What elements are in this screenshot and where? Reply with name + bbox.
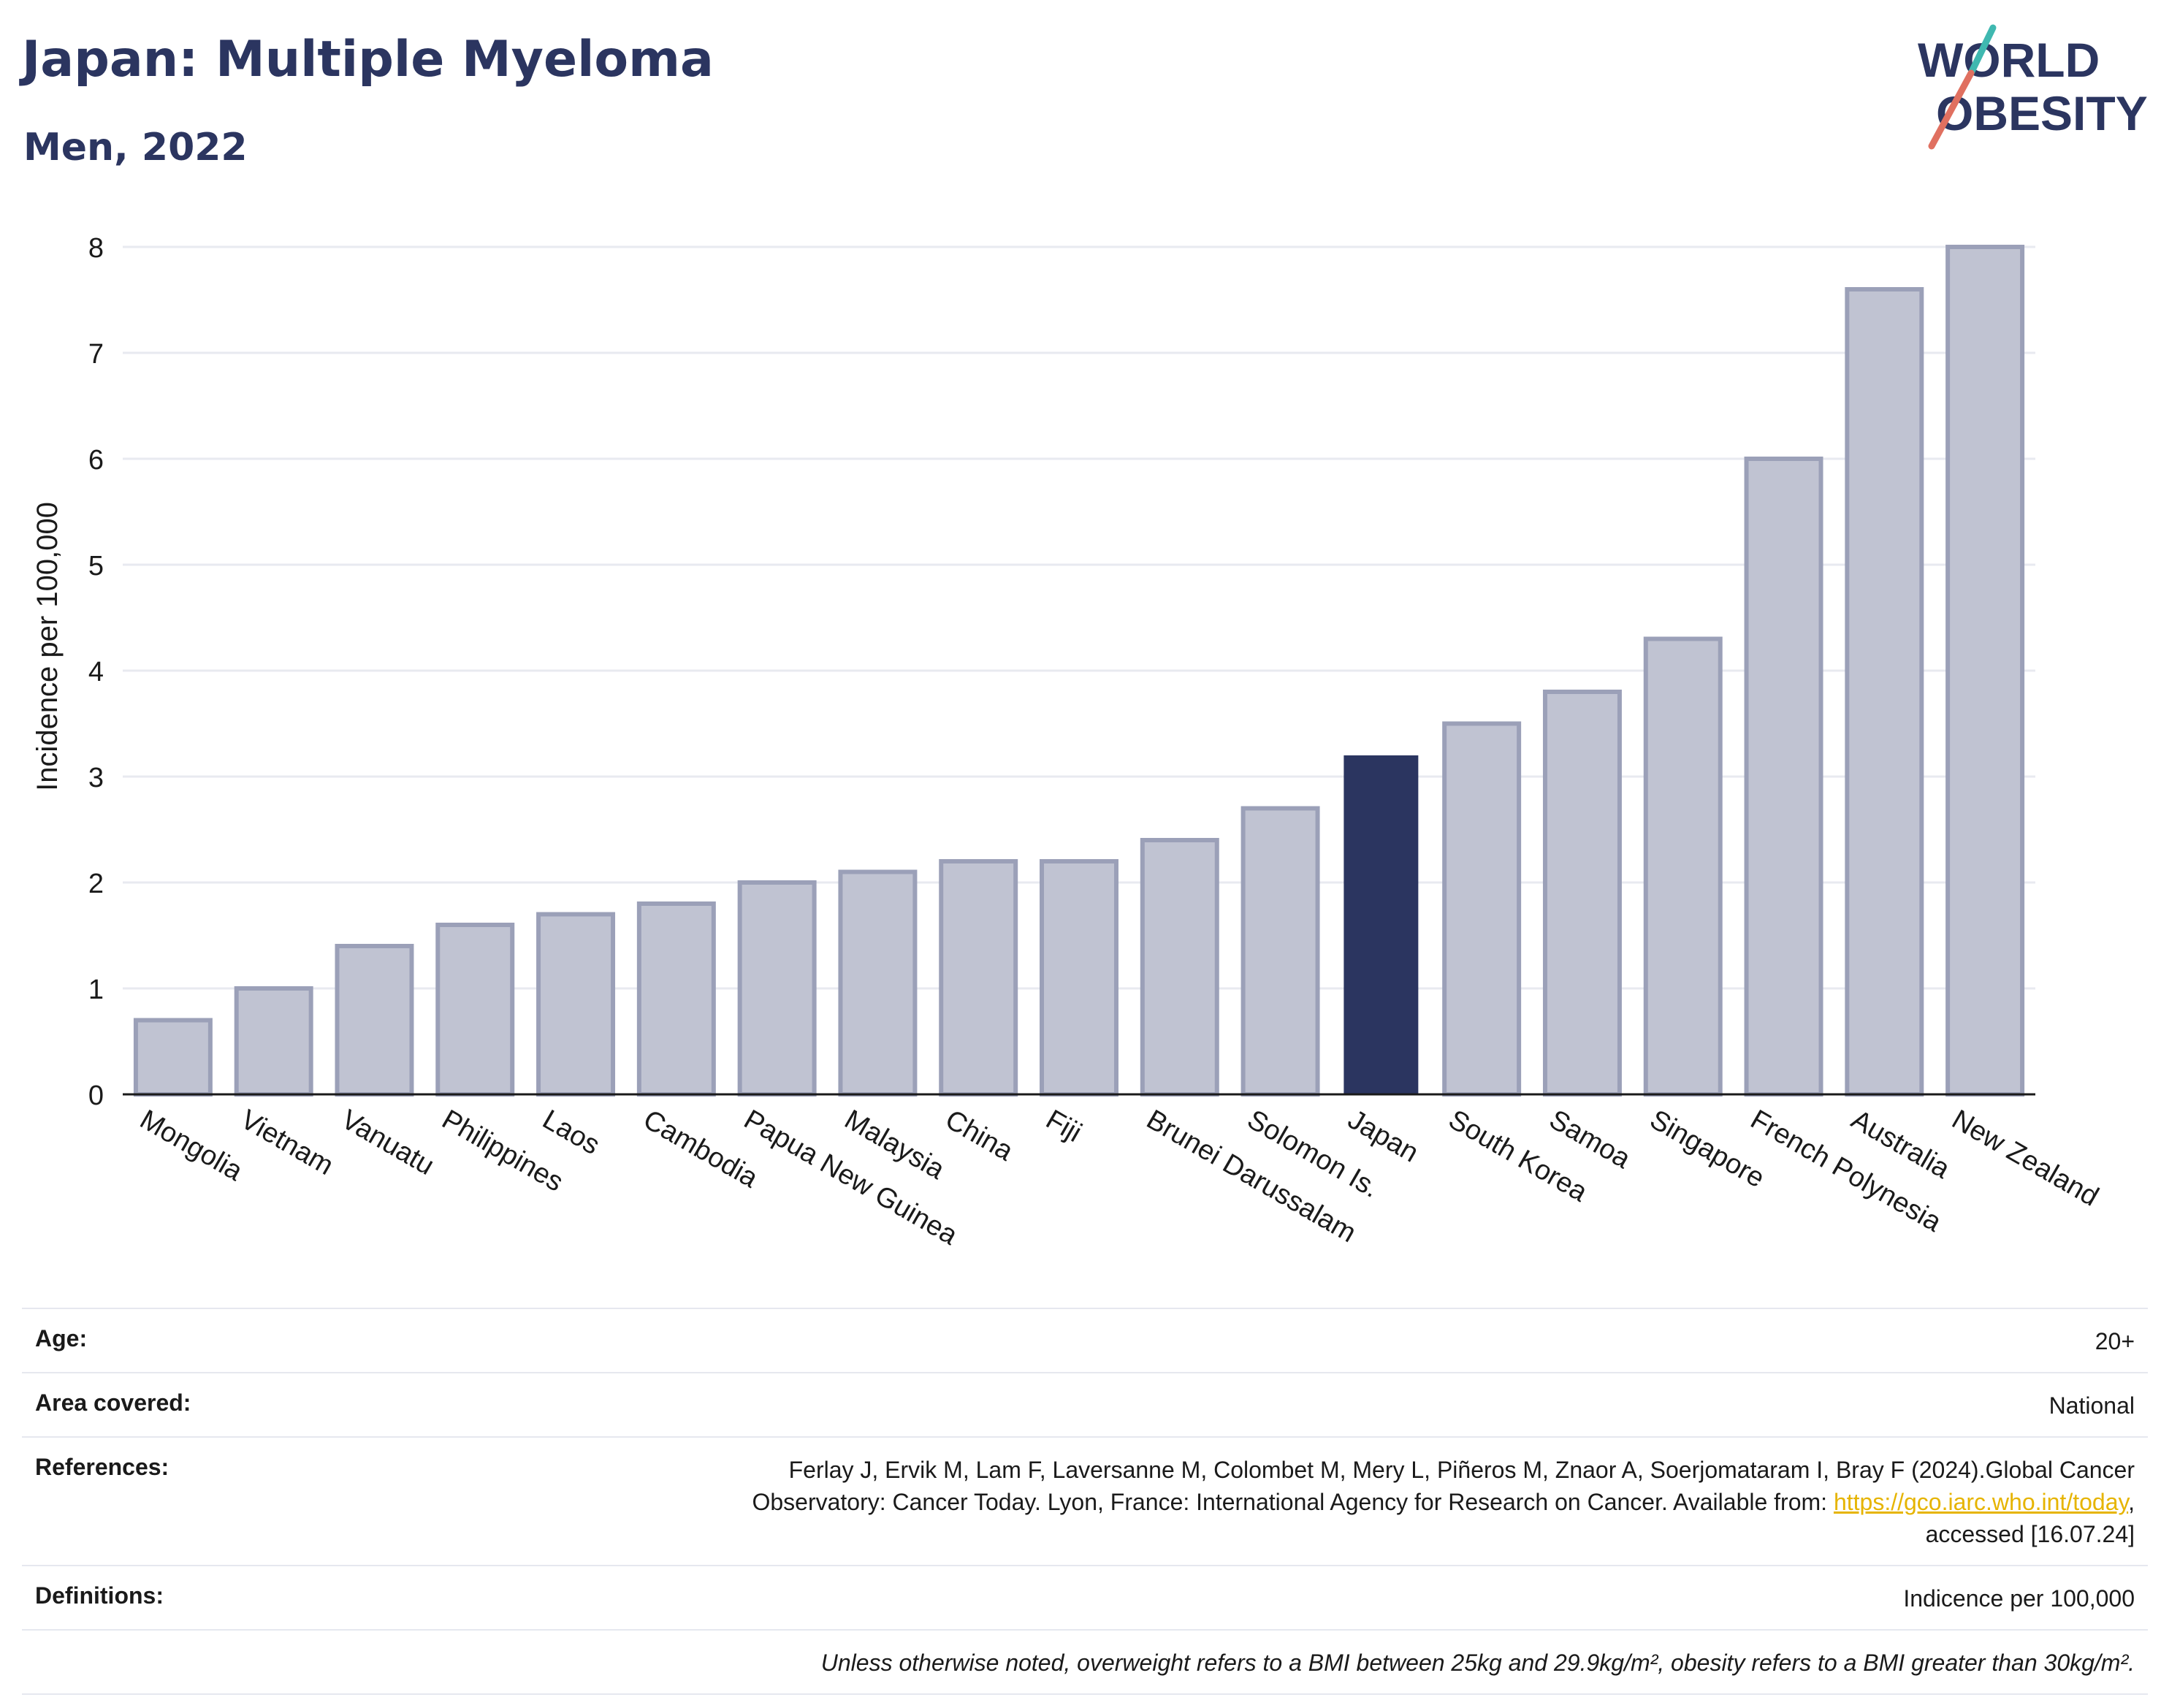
- references-line2-end: ,: [2128, 1489, 2135, 1515]
- x-tick-label: Fiji: [1041, 1104, 1087, 1148]
- bar-japan: [1344, 755, 1419, 1094]
- y-tick-label: 2: [88, 869, 104, 899]
- references-value: Ferlay J, Ervik M, Lam F, Laversanne M, …: [752, 1454, 2135, 1550]
- references-label: References:: [35, 1454, 169, 1480]
- bar-singapore: [1643, 636, 1723, 1097]
- x-tick-label: New Zealand: [1947, 1104, 2104, 1212]
- area-row: Area covered: National: [22, 1372, 2148, 1436]
- y-tick-label: 5: [88, 551, 104, 582]
- age-row: Age: 20+: [22, 1308, 2148, 1372]
- x-tick-label: Vietnam: [235, 1104, 338, 1181]
- logo-line1: WORLD: [1918, 33, 2100, 87]
- x-tick-label: Japan: [1343, 1104, 1424, 1168]
- world-obesity-logo: WORLD OBESITY: [1918, 24, 2148, 150]
- logo-teal-slash: [1967, 24, 1997, 77]
- x-tick-label: Laos: [538, 1104, 605, 1161]
- bar-cambodia: [636, 901, 716, 1097]
- x-tick-label: Singapore: [1644, 1104, 1769, 1194]
- info-table: Age: 20+ Area covered: National Referenc…: [22, 1308, 2148, 1695]
- references-line1: Ferlay J, Ervik M, Lam F, Laversanne M, …: [788, 1457, 2135, 1483]
- bar-solomon-is-: [1240, 806, 1320, 1097]
- y-tick-label: 3: [88, 763, 104, 793]
- y-axis-label: Incidence per 100,000: [31, 502, 64, 791]
- bar-china: [939, 859, 1018, 1097]
- bar-samoa: [1542, 690, 1622, 1097]
- y-tick-label: 4: [88, 657, 104, 687]
- logo-line2: OBESITY: [1936, 86, 2148, 140]
- references-link[interactable]: https://gco.iarc.who.int/today: [1833, 1489, 2129, 1515]
- references-row: References: Ferlay J, Ervik M, Lam F, La…: [22, 1436, 2148, 1565]
- age-label: Age:: [35, 1325, 88, 1351]
- definitions-value: Indicence per 100,000: [1903, 1585, 2135, 1612]
- bar-laos: [536, 912, 616, 1097]
- definitions-row: Definitions: Indicence per 100,000: [22, 1565, 2148, 1629]
- x-tick-label: Mongolia: [134, 1104, 248, 1187]
- bar-chart: 012345678MongoliaVietnamVanuatuPhilippin…: [31, 233, 2104, 1251]
- bar-brunei-darussalam: [1140, 838, 1219, 1097]
- bar-papua-new-guinea: [737, 880, 817, 1097]
- bar-south-korea: [1442, 721, 1522, 1097]
- bar-malaysia: [838, 869, 918, 1097]
- x-tick-label: Vanuatu: [336, 1104, 439, 1181]
- bar-new-zealand: [1945, 245, 2025, 1097]
- bmi-note: Unless otherwise noted, overweight refer…: [820, 1650, 2135, 1676]
- chart-title: Japan: Multiple Myeloma: [22, 31, 714, 88]
- definitions-label: Definitions:: [35, 1582, 164, 1609]
- y-tick-label: 8: [88, 233, 104, 264]
- age-value: 20+: [2095, 1328, 2135, 1354]
- bar-mongolia: [133, 1018, 213, 1097]
- y-tick-label: 0: [88, 1080, 104, 1111]
- y-tick-label: 1: [88, 975, 104, 1005]
- y-tick-label: 7: [88, 339, 104, 370]
- bar-vietnam: [234, 986, 313, 1097]
- references-line3: accessed [16.07.24]: [1925, 1521, 2135, 1547]
- bar-vanuatu: [335, 944, 414, 1097]
- chart-subtitle: Men, 2022: [23, 126, 248, 169]
- bars: [133, 245, 2025, 1097]
- area-label: Area covered:: [35, 1389, 191, 1416]
- bar-fiji: [1040, 859, 1118, 1097]
- x-tick-label: China: [940, 1104, 1019, 1167]
- bar-french-polynesia: [1744, 457, 1823, 1097]
- logo-red-slash: [1928, 69, 1975, 150]
- x-tick-label: Cambodia: [638, 1104, 763, 1194]
- note-row: Unless otherwise noted, overweight refer…: [22, 1629, 2148, 1695]
- area-value: National: [2048, 1392, 2135, 1419]
- references-line2: Observatory: Cancer Today. Lyon, France:…: [752, 1489, 1834, 1515]
- bar-philippines: [435, 923, 515, 1097]
- y-tick-label: 6: [88, 445, 104, 476]
- bar-australia: [1845, 287, 1924, 1097]
